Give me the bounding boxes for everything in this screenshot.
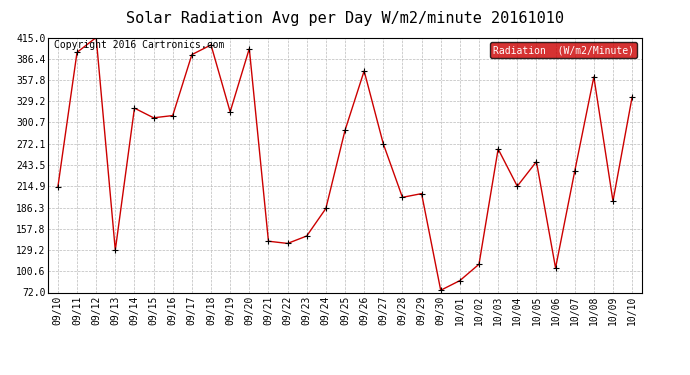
Text: Solar Radiation Avg per Day W/m2/minute 20161010: Solar Radiation Avg per Day W/m2/minute … (126, 11, 564, 26)
Legend: Radiation  (W/m2/Minute): Radiation (W/m2/Minute) (490, 42, 637, 58)
Text: Copyright 2016 Cartronics.com: Copyright 2016 Cartronics.com (55, 40, 225, 50)
